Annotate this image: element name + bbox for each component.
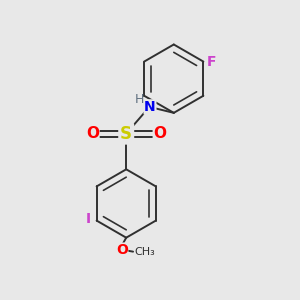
Text: N: N	[144, 100, 156, 114]
Text: O: O	[154, 126, 166, 141]
Text: I: I	[86, 212, 91, 226]
Text: H: H	[135, 93, 145, 106]
Text: CH₃: CH₃	[134, 247, 155, 256]
Text: O: O	[116, 243, 128, 257]
Text: O: O	[86, 126, 99, 141]
Text: F: F	[207, 55, 217, 69]
Text: S: S	[120, 125, 132, 143]
